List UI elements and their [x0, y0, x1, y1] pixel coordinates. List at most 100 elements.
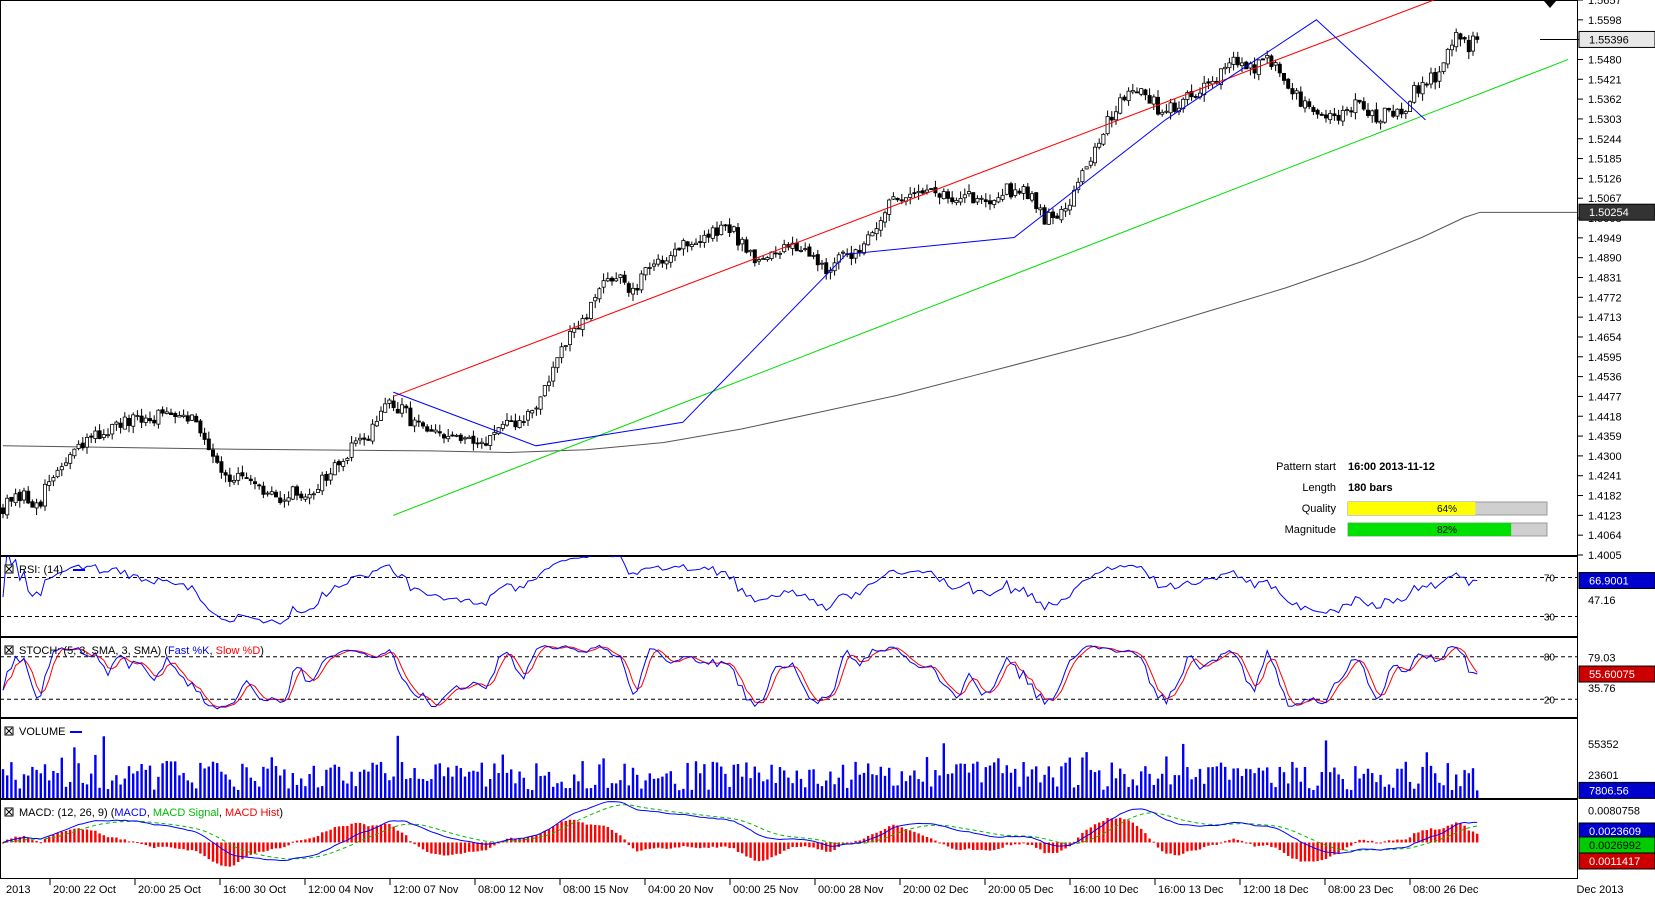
macd-hist-bar: [1253, 842, 1256, 847]
macd-hist-bar: [917, 833, 920, 843]
volume-bar: [858, 774, 861, 798]
candle-body: [1424, 83, 1429, 86]
macd-hist-bar: [216, 842, 219, 864]
volume-bar: [274, 766, 278, 798]
scroll-marker-icon[interactable]: [1544, 1, 1556, 8]
volume-bar: [762, 781, 765, 798]
rsi-last-label: 66.9001: [1589, 576, 1629, 588]
indicator-axes: 703071.2747.1666.9001802079.0335.7655.60…: [1544, 571, 1655, 870]
macd-hist-bar: [690, 842, 693, 848]
candle-body: [504, 419, 509, 426]
price-tick-label: 1.5303: [1588, 114, 1622, 126]
volume-bar: [69, 781, 72, 798]
stoch-tick-label: 35.76: [1588, 683, 1616, 695]
macd-hist-bar: [1161, 842, 1164, 852]
price-tick-label: 1.4477: [1588, 391, 1622, 403]
volume-bar: [1291, 761, 1294, 798]
macd-hist-bar: [829, 842, 832, 852]
volume-bar: [913, 770, 916, 798]
candle-body: [681, 240, 686, 250]
macd-hist-bar: [31, 840, 34, 843]
volume-bar: [1161, 773, 1164, 798]
candle-body: [1303, 100, 1308, 109]
volume-bar: [589, 788, 593, 798]
candle-body: [1219, 68, 1224, 85]
candle-body: [1181, 98, 1186, 110]
candle-body: [1395, 108, 1400, 117]
volume-bar: [967, 772, 971, 798]
volume-bar: [266, 768, 269, 798]
macd-hist-bar: [262, 842, 265, 852]
macd-hist-bar: [115, 837, 118, 843]
macd-hist-bar: [1337, 842, 1340, 854]
candle-body: [689, 244, 694, 247]
volume-bar: [1295, 767, 1298, 798]
volume-bar: [1215, 766, 1218, 798]
pattern-length-value: 180 bars: [1348, 482, 1393, 494]
macd-title-sep2: ,: [219, 807, 225, 819]
candle-body: [273, 491, 278, 498]
volume-bar: [98, 787, 101, 798]
volume-bar: [728, 786, 731, 798]
macd-hist-bar: [308, 838, 311, 843]
volume-bar: [812, 769, 815, 798]
macd-hist-bar: [18, 837, 21, 843]
candle-body: [173, 412, 178, 417]
candle-body: [114, 421, 119, 425]
candle-body: [1319, 113, 1324, 116]
macd-hist-bar: [631, 842, 635, 849]
candle-body: [1030, 193, 1035, 201]
rsi-tick-label: 47.16: [1588, 595, 1616, 607]
volume-bar: [1245, 768, 1248, 798]
volume-bar: [1442, 785, 1445, 798]
macd-hist-bar: [258, 842, 261, 852]
volume-bar: [837, 777, 840, 798]
macd-hist-bar: [1169, 842, 1172, 854]
macd-hist-bar: [60, 831, 63, 843]
candle-body: [652, 263, 657, 267]
macd-hist-bar: [657, 842, 660, 848]
macd-hist-bar: [879, 830, 882, 843]
volume-bar: [258, 786, 261, 798]
macd-hist-bar: [1417, 832, 1420, 843]
candle-body: [509, 420, 514, 423]
volume-bar: [732, 764, 735, 798]
macd-hist-bar: [963, 842, 966, 850]
macd-hist-bar: [98, 833, 101, 843]
volume-bar: [161, 763, 164, 798]
macd-hist-bar: [253, 842, 257, 854]
candle-body: [841, 251, 846, 254]
macd-hist-bar: [1152, 841, 1155, 843]
macd-hist-bar: [1320, 842, 1323, 861]
volume-bar: [392, 776, 395, 798]
volume-bar: [1471, 768, 1475, 798]
macd-hist-bar: [43, 839, 47, 843]
candle-body: [946, 191, 951, 199]
macd-hist-bar: [371, 825, 374, 843]
candle-body: [1462, 37, 1467, 40]
macd-hist-bar: [52, 834, 55, 843]
volume-bar: [140, 763, 143, 798]
macd-hist-bar: [724, 842, 727, 847]
macd-hist-bar: [287, 842, 290, 846]
macd-hist-bar: [934, 840, 937, 843]
time-tick-label: 20:00 25 Oct: [138, 884, 201, 896]
candle-body: [131, 414, 136, 427]
volume-bar: [31, 766, 34, 798]
candle-body: [1235, 56, 1240, 66]
volume-bar: [686, 762, 689, 798]
volume-bar: [426, 780, 429, 798]
volume-bar: [1446, 763, 1449, 798]
volume-bar: [48, 780, 51, 798]
macd-hist-bar: [148, 842, 152, 847]
macd-hist-bar: [762, 842, 765, 861]
macd-panel-frame: [0, 799, 1578, 879]
candle-body: [1450, 44, 1455, 51]
volume-bar: [132, 773, 135, 798]
pattern-lines-layer: [393, 0, 1569, 516]
macd-hist-bar: [946, 842, 950, 847]
candle-body: [643, 267, 648, 276]
stoch-tick-label: 79.03: [1588, 652, 1616, 664]
panel-frames: [0, 0, 1578, 879]
volume-bar: [1043, 774, 1046, 798]
